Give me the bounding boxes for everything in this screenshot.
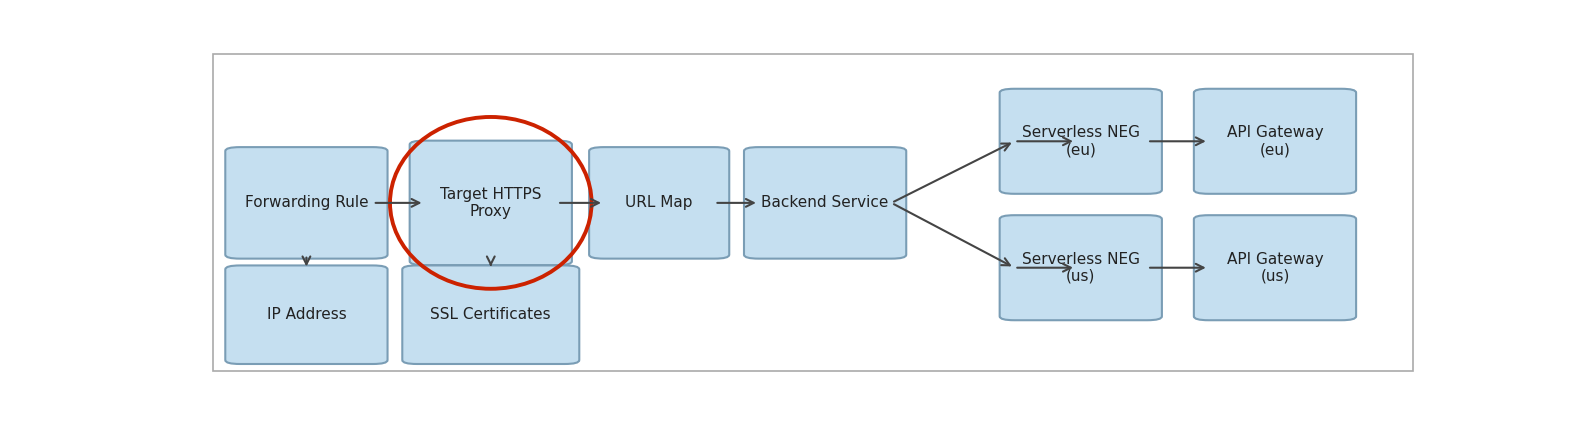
FancyBboxPatch shape xyxy=(403,266,579,364)
FancyBboxPatch shape xyxy=(588,147,730,258)
Text: Target HTTPS
Proxy: Target HTTPS Proxy xyxy=(439,187,541,219)
Text: Forwarding Rule: Forwarding Rule xyxy=(244,195,368,210)
Text: Serverless NEG
(us): Serverless NEG (us) xyxy=(1021,251,1140,284)
Text: URL Map: URL Map xyxy=(625,195,693,210)
Text: SSL Certificates: SSL Certificates xyxy=(430,307,550,322)
FancyBboxPatch shape xyxy=(225,147,387,258)
FancyBboxPatch shape xyxy=(1194,215,1356,320)
Text: Serverless NEG
(eu): Serverless NEG (eu) xyxy=(1021,125,1140,157)
FancyBboxPatch shape xyxy=(1194,89,1356,194)
Text: IP Address: IP Address xyxy=(266,307,346,322)
Text: Backend Service: Backend Service xyxy=(761,195,888,210)
FancyBboxPatch shape xyxy=(744,147,906,258)
FancyBboxPatch shape xyxy=(213,54,1413,371)
Text: API Gateway
(us): API Gateway (us) xyxy=(1226,251,1323,284)
FancyBboxPatch shape xyxy=(225,266,387,364)
FancyBboxPatch shape xyxy=(409,141,573,265)
FancyBboxPatch shape xyxy=(999,89,1163,194)
Text: API Gateway
(eu): API Gateway (eu) xyxy=(1226,125,1323,157)
FancyBboxPatch shape xyxy=(999,215,1163,320)
